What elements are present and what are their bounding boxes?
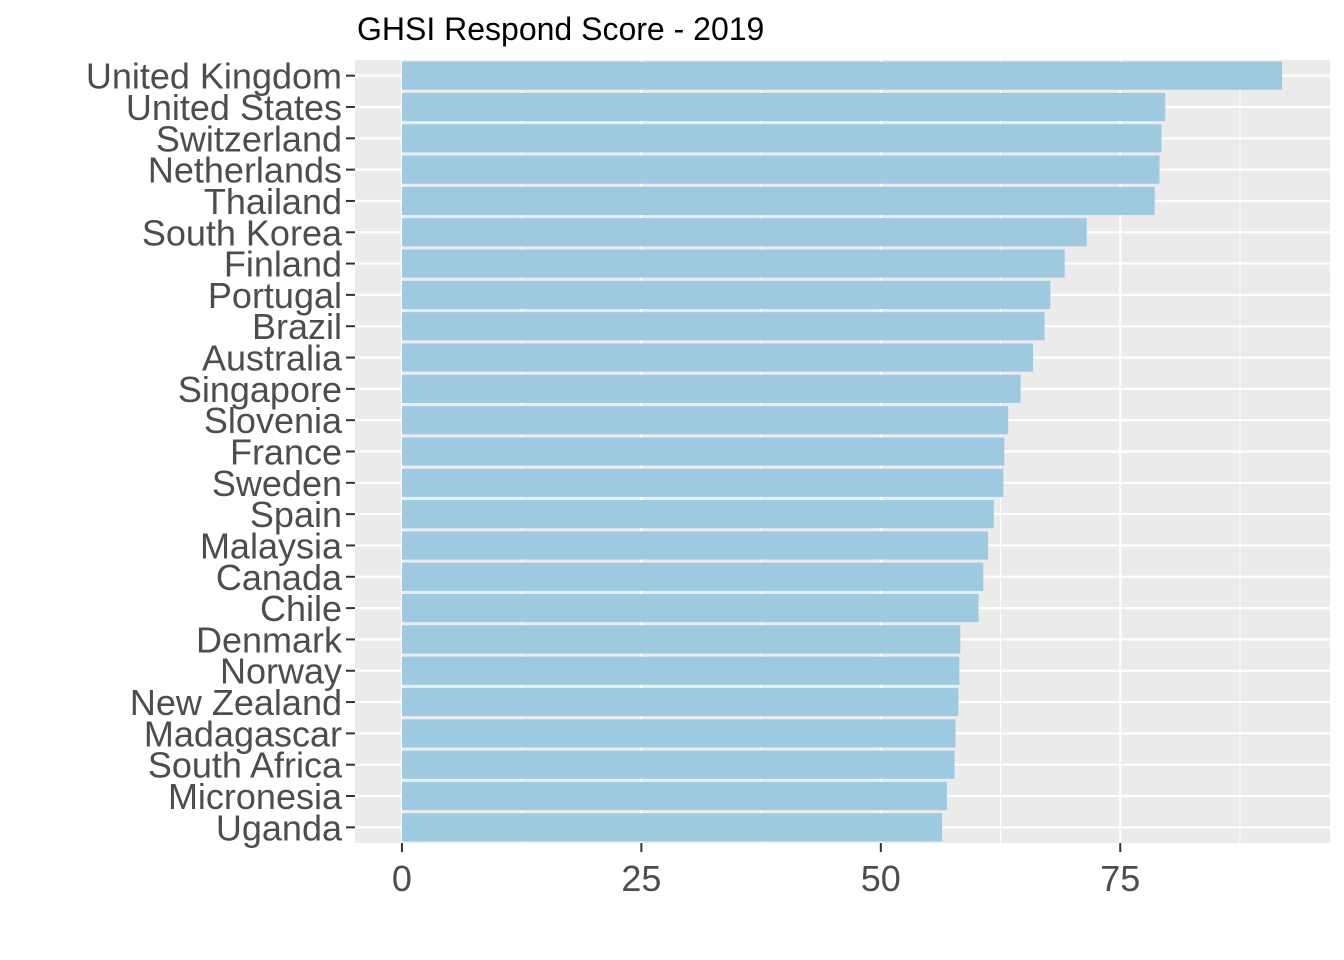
bar [401, 750, 955, 779]
bar [401, 155, 1160, 184]
bar [401, 813, 943, 842]
bar [401, 249, 1065, 278]
bar [401, 343, 1034, 372]
bar [401, 719, 956, 748]
y-tick-label: South Korea [142, 212, 343, 253]
bar [401, 406, 1009, 435]
y-tick-label: Uganda [216, 807, 343, 848]
y-tick-label: Canada [216, 557, 343, 598]
y-tick-label: Micronesia [168, 776, 343, 817]
bar [401, 437, 1005, 466]
y-tick-label: Australia [202, 338, 343, 379]
bar [401, 562, 984, 591]
y-tick-label: United States [126, 87, 342, 128]
bar [401, 124, 1162, 153]
y-tick-label: Spain [250, 494, 342, 535]
bar [401, 781, 947, 811]
y-tick-label: South Africa [148, 745, 343, 786]
bar [401, 218, 1087, 247]
chart-title: GHSI Respond Score - 2019 [357, 11, 764, 47]
y-tick-label: Netherlands [148, 150, 342, 191]
bar [401, 500, 994, 529]
x-tick-label: 75 [1100, 858, 1140, 899]
y-tick-label: Sweden [212, 463, 342, 504]
bar [401, 594, 979, 623]
bar [401, 280, 1051, 309]
bar [401, 656, 960, 685]
y-tick-label: Thailand [204, 181, 342, 222]
bar [401, 687, 959, 717]
bar [401, 312, 1045, 341]
y-tick-label: Norway [220, 651, 342, 692]
x-axis: 0 25 50 75 [392, 843, 1140, 899]
y-tick-label: Madagascar [144, 713, 342, 754]
y-tick-label: France [230, 432, 342, 473]
y-tick-label: Malaysia [200, 525, 343, 566]
x-tick-label: 0 [392, 858, 412, 899]
y-tick-label: Singapore [178, 369, 342, 410]
y-tick-label: Slovenia [204, 400, 343, 441]
y-tick-label: New Zealand [130, 682, 342, 723]
y-tick-label: Switzerland [156, 118, 342, 159]
y-tick-label: Chile [260, 588, 342, 629]
bar [401, 531, 989, 560]
bar [401, 61, 1283, 90]
bar [401, 625, 961, 654]
bar [401, 92, 1166, 122]
y-tick-label: Finland [224, 244, 342, 285]
x-tick-label: 25 [621, 858, 661, 899]
bars [401, 61, 1283, 842]
bar [401, 374, 1021, 403]
y-tick-label: Denmark [196, 619, 343, 660]
bar [401, 186, 1155, 216]
x-tick-label: 50 [861, 858, 901, 899]
y-tick-label: Brazil [252, 306, 342, 347]
y-tick-label: Portugal [208, 275, 342, 316]
y-tick-label: United Kingdom [86, 56, 342, 97]
bar [401, 468, 1004, 497]
